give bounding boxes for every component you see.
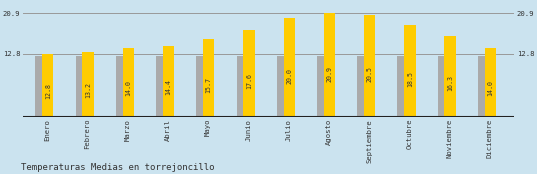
- Bar: [122, 48, 134, 117]
- Text: 17.6: 17.6: [246, 73, 252, 89]
- Bar: [438, 56, 449, 117]
- Text: 14.0: 14.0: [125, 80, 131, 96]
- Bar: [156, 56, 168, 117]
- Bar: [76, 56, 87, 117]
- Bar: [357, 56, 368, 117]
- Text: 13.2: 13.2: [85, 82, 91, 98]
- Text: Temperaturas Medias en torrejoncillo: Temperaturas Medias en torrejoncillo: [21, 163, 215, 172]
- Bar: [485, 48, 496, 117]
- Bar: [284, 18, 295, 117]
- Bar: [82, 52, 93, 117]
- Bar: [397, 56, 409, 117]
- Text: 20.5: 20.5: [367, 66, 373, 82]
- Bar: [42, 54, 53, 117]
- Text: 20.0: 20.0: [286, 68, 292, 84]
- Bar: [478, 56, 489, 117]
- Bar: [445, 36, 456, 117]
- Bar: [277, 56, 288, 117]
- Bar: [243, 30, 255, 117]
- Bar: [237, 56, 248, 117]
- Text: 15.7: 15.7: [206, 77, 212, 93]
- Text: 14.0: 14.0: [488, 80, 494, 96]
- Text: 16.3: 16.3: [447, 75, 453, 91]
- Bar: [324, 13, 335, 117]
- Bar: [197, 56, 208, 117]
- Bar: [116, 56, 127, 117]
- Text: 12.8: 12.8: [45, 83, 51, 99]
- Bar: [364, 15, 375, 117]
- Text: 18.5: 18.5: [407, 71, 413, 87]
- Bar: [203, 39, 214, 117]
- Bar: [35, 56, 47, 117]
- Bar: [404, 25, 416, 117]
- Text: 20.9: 20.9: [326, 66, 332, 82]
- Text: 14.4: 14.4: [165, 79, 171, 95]
- Bar: [317, 56, 328, 117]
- Bar: [163, 46, 174, 117]
